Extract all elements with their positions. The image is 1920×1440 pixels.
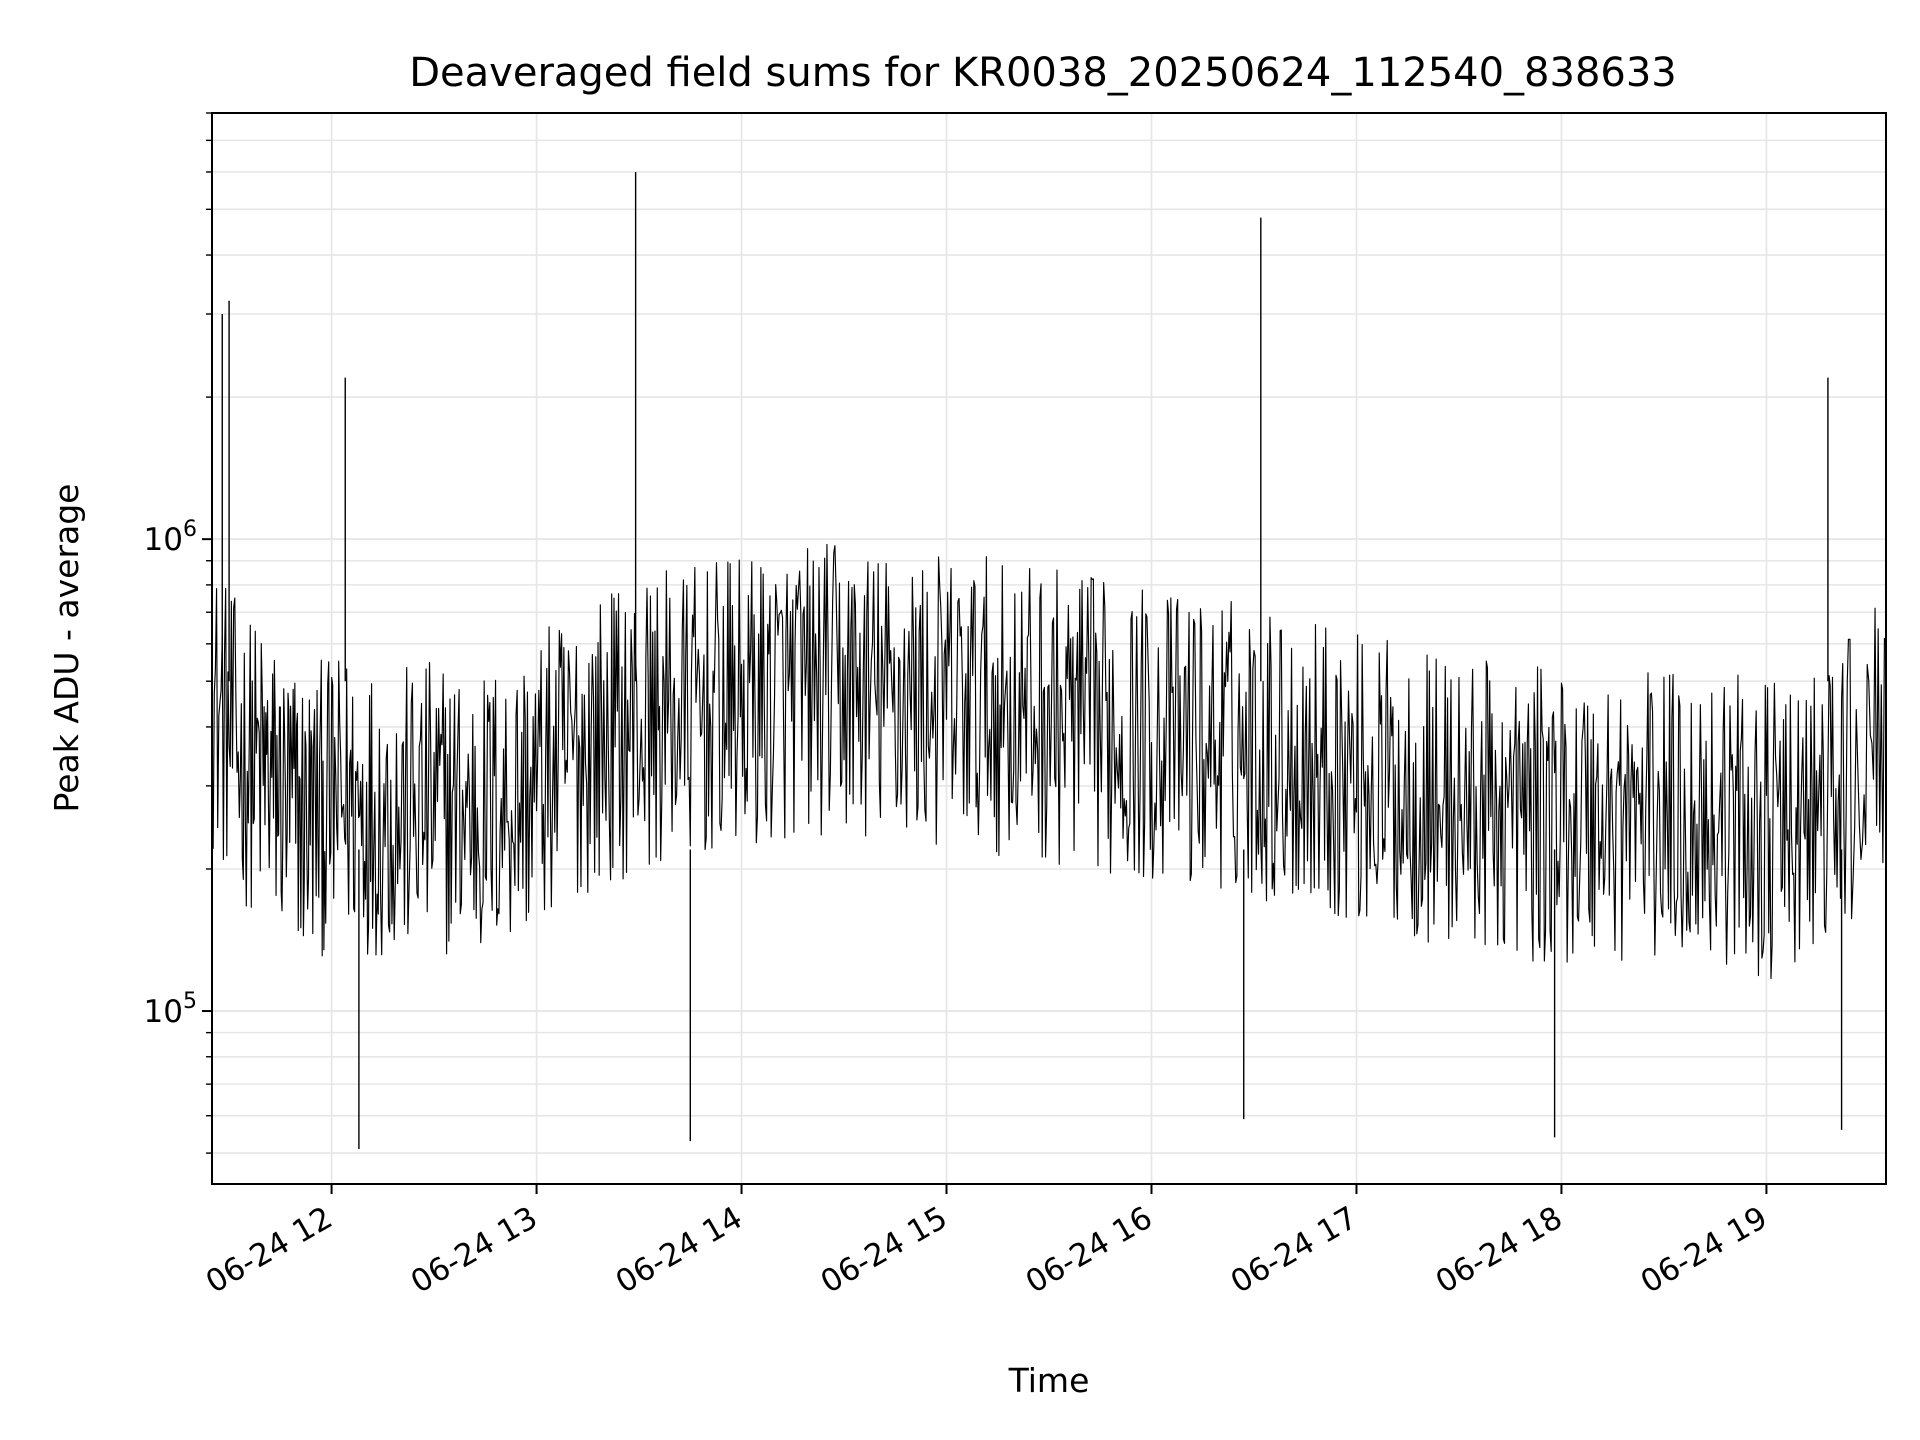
y-axis-label: Peak ADU - average — [47, 484, 86, 813]
x-tick-label: 06-24 18 — [1430, 1200, 1569, 1301]
plot-area-frame — [211, 112, 1887, 1185]
series-line-group — [211, 171, 1886, 1150]
x-axis-label: Time — [1008, 1361, 1090, 1400]
x-tick-label: 06-24 14 — [610, 1200, 749, 1301]
y-tick-label: 105 — [144, 989, 197, 1030]
x-tick-label: 06-24 12 — [200, 1200, 339, 1301]
x-tick-label: 06-24 17 — [1225, 1200, 1364, 1301]
x-axis-ticks: 06-24 12 06-24 13 06-24 14 06-24 15 06-24 16… — [200, 1184, 1774, 1301]
grid — [212, 112, 1886, 1184]
y-tick-label: 106 — [144, 517, 197, 558]
data-line — [211, 543, 1886, 980]
x-tick-label: 06-24 15 — [815, 1200, 954, 1301]
x-tick-label: 06-24 13 — [405, 1200, 544, 1301]
chart-title: Deaveraged field sums for KR0038_2025062… — [409, 50, 1677, 96]
y-axis-ticks: 105 106 — [144, 112, 212, 1154]
x-tick-label: 06-24 19 — [1635, 1200, 1774, 1301]
x-tick-label: 06-24 16 — [1020, 1200, 1159, 1301]
